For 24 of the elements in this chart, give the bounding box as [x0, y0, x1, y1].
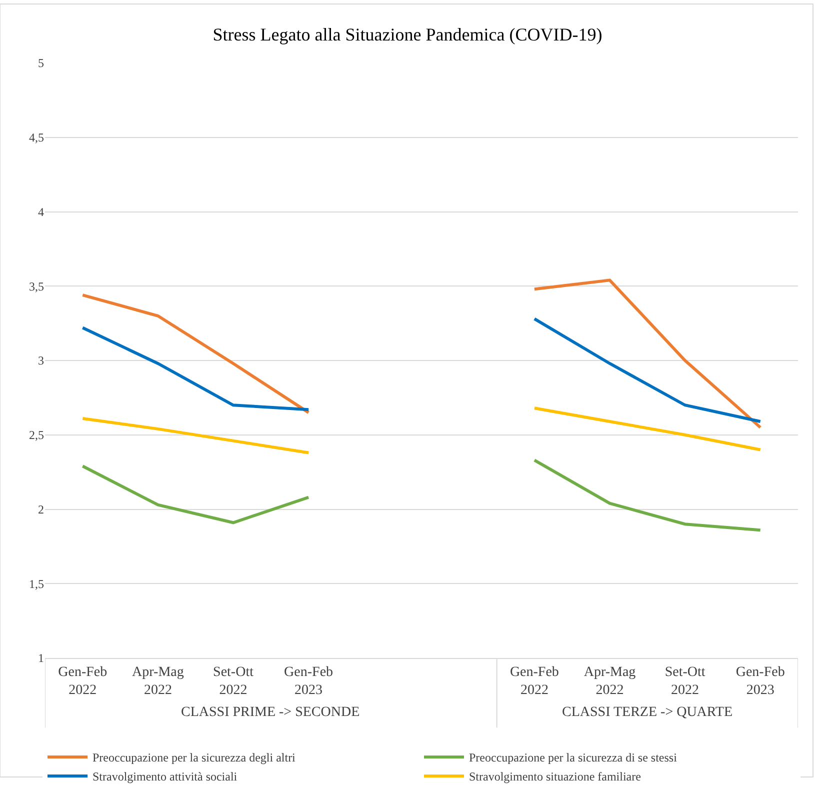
- legend-label: Stravolgimento attività sociali: [92, 770, 238, 784]
- y-tick-label: 2,5: [29, 428, 44, 442]
- x-tick-label: Set-Ott 2022: [213, 664, 254, 698]
- x-tick-label: Gen-Feb 2022: [58, 664, 108, 698]
- legend-label: Preoccupazione per la sicurezza di se stessi: [469, 750, 678, 765]
- x-tick-label: Gen-Feb 2023: [736, 664, 785, 698]
- x-tick-label: Apr-Mag 2022: [584, 664, 636, 698]
- text: CLASSI PRIME -> SECONDE: [181, 705, 360, 720]
- x-tick-label: Gen-Feb 2022: [510, 664, 559, 698]
- chart-title: Stress Legato alla Situazione Pandemica (COVID-19): [212, 24, 602, 44]
- y-tick-label: 2: [38, 502, 44, 516]
- y-tick-label: 3: [38, 354, 44, 368]
- y-tick-label: 4,5: [29, 130, 44, 145]
- y-tick-label: 1: [38, 651, 44, 666]
- legend-label: Preoccupazione per la sicurezza degli altri: [92, 750, 296, 765]
- x-tick-label: Apr-Mag 2022: [132, 664, 184, 698]
- y-tick-label: 5: [38, 56, 44, 70]
- legend-label: Stravolgimento situazione familiare: [469, 770, 641, 784]
- y-tick-label: 1,5: [29, 576, 44, 591]
- x-tick-label: Gen-Feb 2023: [284, 664, 334, 698]
- y-tick-label: 3,5: [29, 279, 44, 294]
- x-tick-label: Set-Ott 2022: [664, 664, 706, 698]
- text: CLASSI TERZE -> QUARTE: [562, 705, 733, 720]
- y-tick-label: 4: [38, 204, 44, 219]
